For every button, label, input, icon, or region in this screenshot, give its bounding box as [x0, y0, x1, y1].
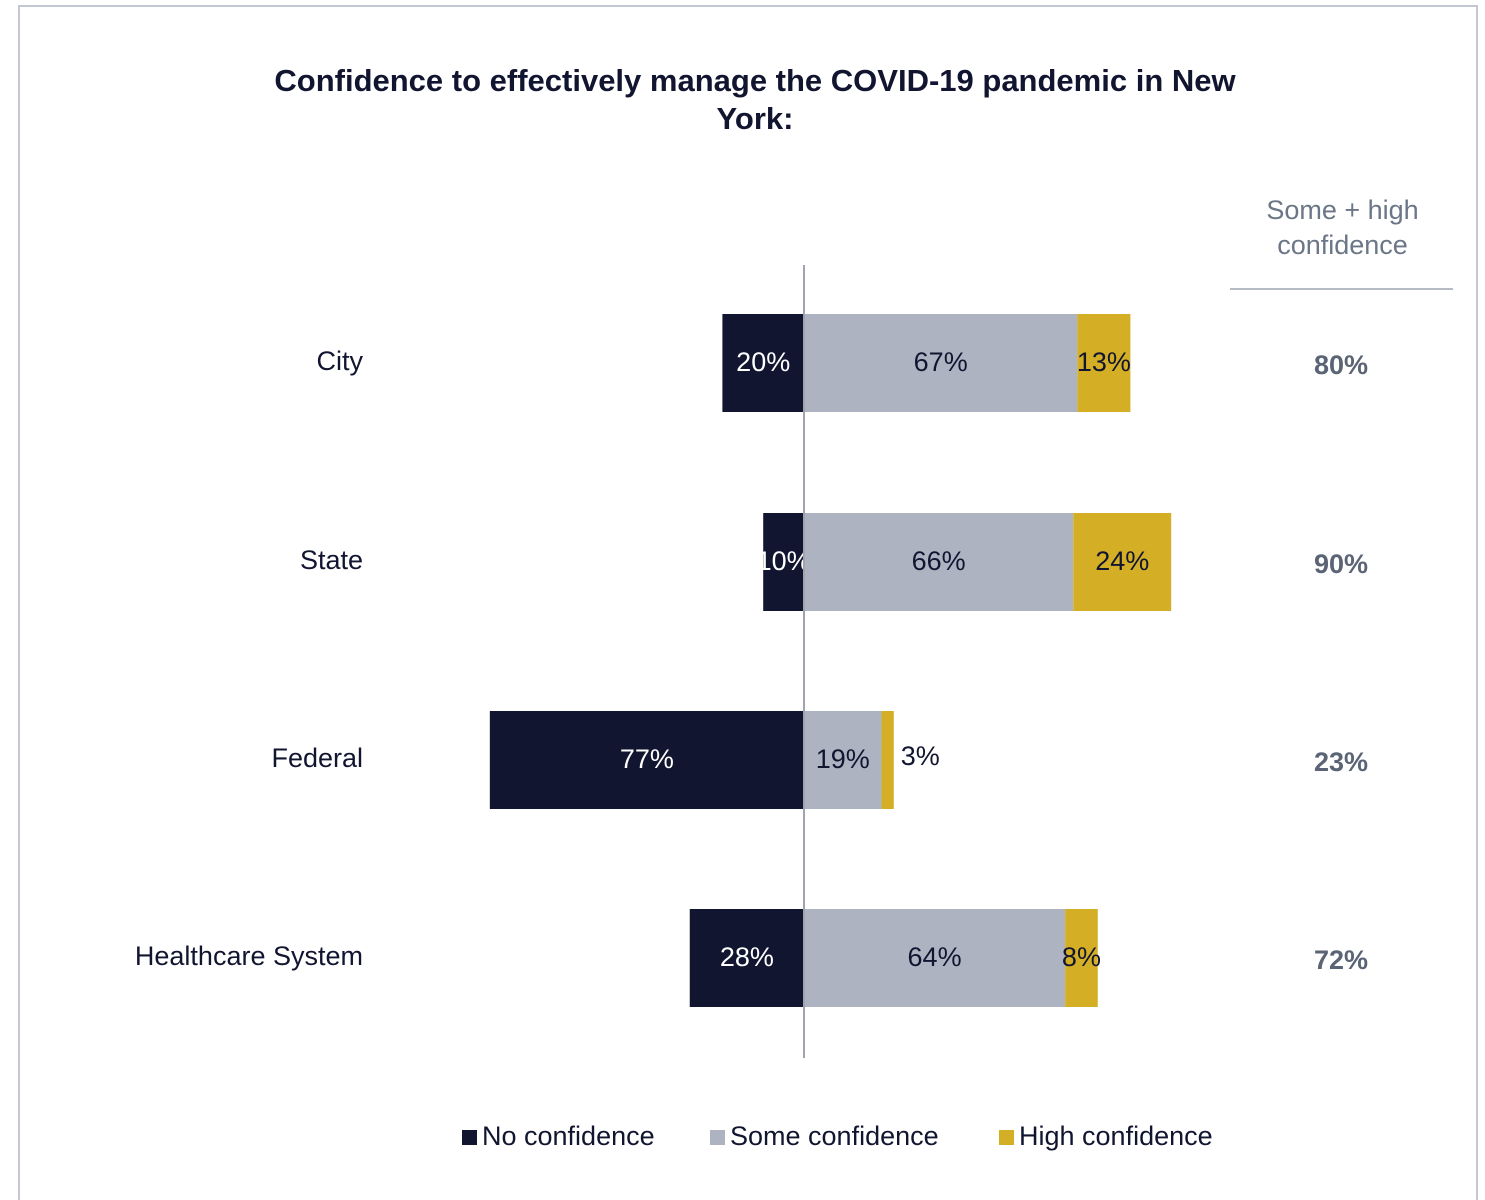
bar-segment	[804, 909, 1066, 1007]
summary-value: 72%	[1314, 945, 1368, 975]
legend-label: High confidence	[1019, 1121, 1213, 1151]
chart-title: Confidence to effectively manage the COV…	[274, 63, 1236, 136]
data-label: 66%	[912, 546, 966, 576]
legend-swatch	[999, 1130, 1014, 1145]
bar-segment	[804, 314, 1078, 412]
category-label: Healthcare System	[135, 941, 363, 971]
bar-segment	[1073, 513, 1172, 611]
frame	[18, 5, 1478, 1200]
data-label: 3%	[901, 741, 940, 771]
data-label: 19%	[816, 744, 870, 774]
legend-swatch	[710, 1130, 725, 1145]
summary-header: Some + high confidence	[1266, 195, 1419, 260]
bar-segment	[489, 711, 804, 809]
summary-value: 90%	[1314, 549, 1368, 579]
bar-segment	[763, 513, 804, 611]
bar-segment	[1065, 909, 1098, 1007]
category-label: City	[317, 346, 364, 376]
legend-label: Some confidence	[730, 1121, 939, 1151]
data-label: 77%	[620, 744, 674, 774]
summary-value: 80%	[1314, 350, 1368, 380]
data-label: 20%	[736, 347, 790, 377]
data-label: 8%	[1062, 942, 1101, 972]
bar-segment	[881, 711, 894, 809]
bar-segment	[722, 314, 804, 412]
bar-segment	[804, 513, 1074, 611]
legend-label: No confidence	[482, 1121, 655, 1151]
summary-value: 23%	[1314, 747, 1368, 777]
legend-swatch	[462, 1130, 477, 1145]
bar-segment	[689, 909, 804, 1007]
data-label: 28%	[720, 942, 774, 972]
bar-segment	[1077, 314, 1131, 412]
data-label: 13%	[1077, 347, 1131, 377]
category-label: Federal	[271, 743, 363, 773]
category-label: State	[300, 545, 363, 575]
bar-segment	[804, 711, 882, 809]
data-label: 67%	[914, 347, 968, 377]
data-label: 10%	[757, 546, 811, 576]
data-label: 64%	[908, 942, 962, 972]
data-label: 24%	[1095, 546, 1149, 576]
